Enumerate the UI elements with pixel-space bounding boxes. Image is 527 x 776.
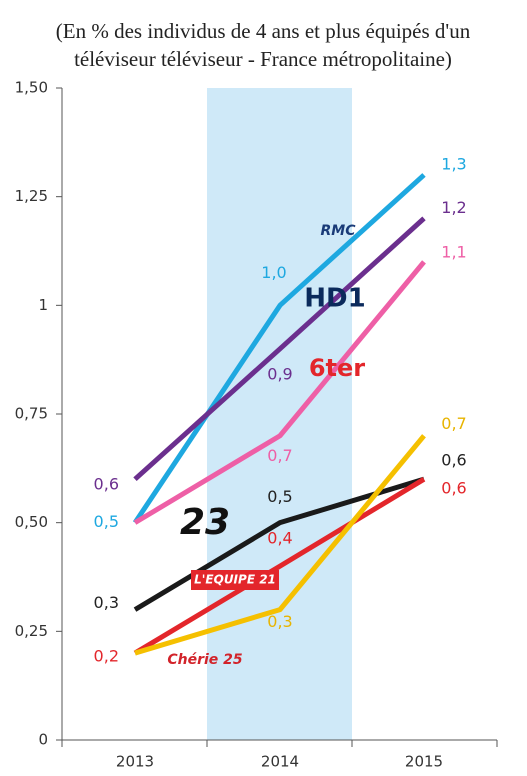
y-tick-label: 1 — [38, 296, 48, 314]
x-tick-label: 2015 — [405, 753, 443, 771]
legend-entry: Chérie 25 — [167, 652, 243, 668]
data-label: 0,7 — [267, 446, 292, 465]
y-tick-label: 0,75 — [15, 405, 48, 423]
data-label: 0,6 — [441, 479, 466, 498]
data-label: 1,3 — [441, 154, 466, 173]
line — [133, 216, 426, 482]
subtitle: (En % des individus de 4 ans et plus équ… — [56, 19, 471, 43]
data-label: 0,3 — [267, 612, 292, 631]
data-label: 1,0 — [261, 263, 286, 282]
line — [134, 434, 426, 656]
data-label: 0,6 — [441, 451, 466, 470]
data-label: 1,1 — [441, 242, 466, 261]
data-label: 0,2 — [94, 647, 119, 666]
legend-entry: RMC — [321, 223, 357, 239]
y-tick-label: 0 — [38, 731, 48, 749]
line — [133, 477, 426, 656]
data-label: 0,6 — [94, 475, 119, 494]
legend-entry: 23 — [180, 502, 230, 543]
line — [132, 173, 426, 525]
data-label: 0,7 — [441, 414, 466, 433]
subtitle: téléviseur téléviseur - France métropoli… — [74, 47, 452, 71]
y-tick-label: 1,50 — [15, 79, 48, 97]
legend-entry: 6ter — [309, 354, 365, 382]
data-label: 0,3 — [94, 593, 119, 612]
highlight-band — [207, 88, 352, 740]
data-label: 1,2 — [441, 198, 466, 217]
legend-entry: L'EQUIPE 21 — [194, 573, 276, 587]
y-tick-label: 1,25 — [15, 187, 48, 205]
x-tick-label: 2014 — [261, 753, 299, 771]
line — [133, 260, 426, 525]
data-label: 0,5 — [267, 487, 292, 506]
data-label: 0,4 — [267, 529, 292, 548]
y-tick-label: 0,25 — [15, 622, 48, 640]
legend-entry: HD1 — [304, 284, 365, 314]
legend-badge — [191, 570, 279, 590]
y-tick-label: 0,50 — [15, 513, 48, 531]
data-label: 0,5 — [94, 512, 119, 531]
x-tick-label: 2013 — [116, 753, 154, 771]
data-label: 0,9 — [267, 364, 292, 383]
